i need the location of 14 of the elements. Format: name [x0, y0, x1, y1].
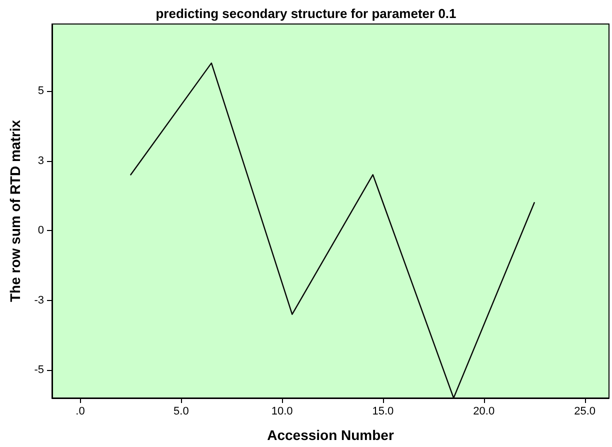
- y-tick-label: 3: [38, 154, 44, 167]
- x-axis-title: Accession Number: [267, 427, 394, 443]
- x-tick-label: 20.0: [473, 406, 495, 418]
- x-tick-label: 25.0: [574, 406, 596, 418]
- x-tick-label: 15.0: [372, 406, 394, 418]
- y-tick-label: 0: [38, 224, 44, 237]
- y-tick-label: 5: [38, 84, 44, 97]
- y-tick-label: -5: [34, 364, 44, 376]
- x-tick-label: 10.0: [271, 406, 293, 418]
- chart-title: predicting secondary structure for parameter 0.1: [156, 6, 456, 21]
- y-axis-title: The row sum of RTD matrix: [7, 120, 23, 302]
- x-tick-label: 5.0: [174, 406, 189, 418]
- y-tick-label: -3: [34, 294, 44, 306]
- x-tick-label: .0: [76, 406, 85, 418]
